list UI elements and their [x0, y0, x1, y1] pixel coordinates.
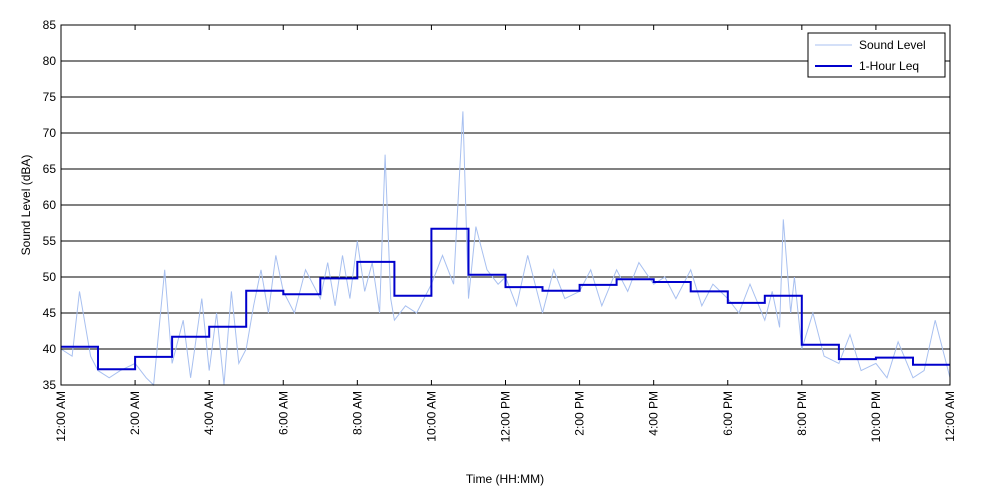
x-tick-label-1: 2:00 AM: [128, 391, 142, 435]
x-axis-label: Time (HH:MM): [466, 472, 544, 486]
y-axis: 35 40 45 50 55 60 65 70 75 80 85: [43, 18, 950, 392]
legend-label-sound-level: Sound Level: [859, 38, 926, 52]
x-tick-label-9: 6:00 PM: [721, 391, 735, 436]
y-tick-label-50: 50: [43, 270, 57, 284]
x-tick-label-4: 8:00 AM: [350, 391, 364, 435]
x-tick-label-0: 12:00 AM: [54, 391, 68, 442]
y-tick-label-40: 40: [43, 342, 57, 356]
y-tick-label-45: 45: [43, 306, 57, 320]
leq-step-line: [61, 227, 950, 371]
x-tick-label-7: 2:00 PM: [573, 391, 587, 436]
y-tick-label-60: 60: [43, 198, 57, 212]
y-axis-label: Sound Level (dBA): [19, 155, 33, 256]
x-axis: 12:00 AM 2:00 AM 4:00 AM 6:00 AM 8:00 AM 10:0…: [54, 25, 957, 442]
leq-series: [61, 227, 950, 371]
y-tick-label-70: 70: [43, 126, 57, 140]
y-tick-label-55: 55: [43, 234, 57, 248]
y-tick-label-65: 65: [43, 162, 57, 176]
legend: Sound Level 1-Hour Leq: [807, 32, 946, 78]
x-tick-label-2: 4:00 AM: [202, 391, 216, 435]
x-tick-label-5: 10:00 AM: [424, 391, 438, 442]
sound-level-line: [60, 111, 951, 387]
y-tick-label-75: 75: [43, 90, 57, 104]
x-tick-label-8: 4:00 PM: [647, 391, 661, 436]
x-tick-label-12: 12:00 AM: [943, 391, 957, 442]
x-tick-label-10: 8:00 PM: [795, 391, 809, 436]
x-tick-label-6: 12:00 PM: [499, 391, 513, 442]
y-tick-label-80: 80: [43, 54, 57, 68]
y-tick-label-85: 85: [43, 18, 57, 32]
y-tick-label-35: 35: [43, 378, 57, 392]
x-tick-label-11: 10:00 PM: [869, 391, 883, 442]
legend-box: [807, 32, 946, 78]
sound-level-series: [60, 111, 951, 387]
x-tick-label-3: 6:00 AM: [276, 391, 290, 435]
legend-label-leq: 1-Hour Leq: [859, 59, 919, 73]
